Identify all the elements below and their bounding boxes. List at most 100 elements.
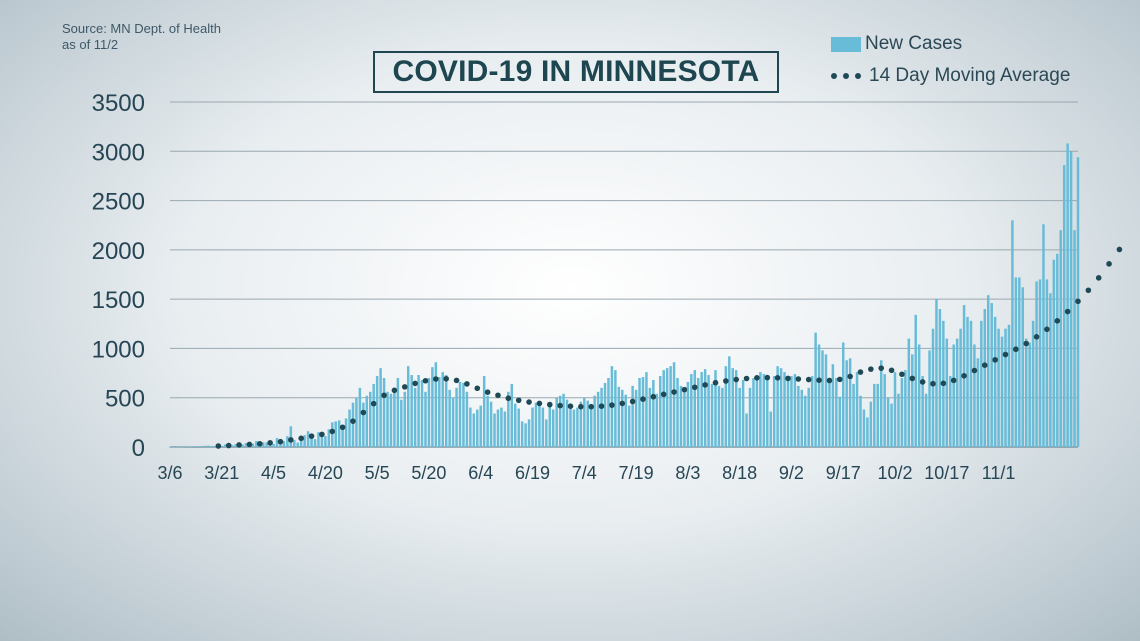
new-cases-bar: [617, 386, 621, 447]
new-cases-bar: [703, 369, 707, 447]
new-cases-bar: [648, 387, 652, 447]
new-cases-bar: [693, 370, 697, 447]
moving-average-dot: [526, 399, 532, 405]
new-cases-bar: [327, 429, 331, 447]
moving-average-dot: [1064, 308, 1071, 315]
moving-average-dot: [961, 373, 967, 379]
new-cases-bar: [983, 309, 987, 447]
new-cases-bar: [600, 387, 603, 447]
new-cases-bar: [179, 446, 182, 448]
moving-average-dot: [464, 381, 470, 387]
moving-average-dot: [1075, 298, 1081, 305]
new-cases-bar: [945, 338, 949, 447]
new-cases-bar: [569, 405, 572, 447]
new-cases-bar: [517, 408, 520, 447]
new-cases-bar: [534, 402, 538, 447]
new-cases-bar: [869, 401, 873, 447]
moving-average-dot: [298, 435, 304, 442]
new-cases-bar: [793, 374, 797, 447]
new-cases-bar: [496, 409, 500, 447]
new-cases-bar: [438, 377, 441, 447]
moving-average-dot: [236, 442, 242, 448]
new-cases-bar: [1031, 320, 1035, 447]
moving-average-dot: [919, 379, 926, 385]
new-cases-bar: [572, 409, 576, 447]
new-cases-bar: [1021, 287, 1025, 447]
new-cases-bar: [365, 395, 369, 447]
new-cases-bar: [320, 433, 324, 447]
new-cases-bar: [531, 407, 534, 447]
chart-title: COVID-19 IN MINNESOTA: [373, 51, 779, 93]
new-cases-bar: [369, 391, 372, 447]
new-cases-bar: [213, 446, 217, 447]
moving-average-dot: [629, 398, 636, 405]
new-cases-bar: [876, 383, 879, 447]
new-cases-bar: [192, 446, 196, 447]
new-cases-bar: [472, 413, 476, 447]
new-cases-bar: [980, 320, 983, 447]
new-cases-bar: [265, 442, 268, 447]
moving-average-dot: [640, 396, 646, 402]
moving-average-dot: [246, 441, 253, 448]
x-tick-label: 9/17: [826, 463, 861, 483]
moving-average-dot: [878, 365, 885, 371]
new-cases-bar: [627, 405, 631, 447]
new-cases-bar: [1045, 279, 1049, 447]
new-cases-bar: [959, 328, 962, 447]
moving-average-dot: [1002, 351, 1009, 358]
moving-average-dot: [1013, 346, 1019, 353]
new-cases-bar: [565, 399, 569, 447]
moving-average-dot: [774, 375, 781, 381]
new-cases-bar: [500, 407, 503, 447]
y-tick-label: 2500: [92, 189, 145, 216]
x-tick-label: 11/1: [982, 463, 1016, 483]
new-cases-bar: [1069, 151, 1073, 448]
moving-average-dot: [805, 376, 812, 383]
new-cases-bar: [917, 344, 921, 447]
x-tick-label: 10/17: [924, 463, 969, 483]
new-cases-bar: [676, 378, 679, 447]
new-cases-bar: [507, 391, 510, 447]
y-tick-label: 0: [132, 435, 145, 462]
new-cases-bar: [772, 376, 776, 447]
moving-average-dot: [319, 431, 325, 438]
new-cases-bar: [469, 407, 472, 447]
dotted-line-icon: [831, 69, 861, 84]
moving-average-dot: [453, 377, 460, 384]
source-note: Source: MN Dept. of Health as of 11/2: [62, 21, 282, 53]
new-cases-bar: [665, 368, 669, 447]
new-cases-bar: [1056, 253, 1059, 447]
moving-average-dot: [899, 371, 905, 378]
moving-average-dot: [225, 442, 232, 449]
new-cases-bar: [220, 445, 224, 447]
new-cases-bar: [451, 397, 455, 447]
new-cases-bar: [579, 401, 583, 447]
new-cases-bar: [966, 316, 969, 447]
new-cases-bar: [510, 383, 514, 447]
new-cases-bar: [973, 344, 976, 447]
x-tick-label: 5/20: [411, 463, 446, 483]
new-cases-bar: [890, 403, 893, 447]
new-cases-bar: [1011, 220, 1014, 447]
new-cases-bar: [434, 362, 438, 447]
moving-average-dot: [495, 392, 501, 399]
new-cases-bar: [810, 376, 814, 447]
new-cases-bar: [375, 376, 379, 447]
new-cases-bar: [866, 417, 869, 447]
new-cases-bar: [607, 378, 610, 447]
new-cases-bar: [431, 367, 434, 447]
moving-average-dot: [391, 387, 398, 394]
new-cases-bar: [331, 422, 334, 447]
new-cases-bar: [1059, 230, 1062, 447]
new-cases-bar: [714, 370, 717, 447]
new-cases-bar: [679, 385, 683, 447]
new-cases-bar: [168, 446, 172, 448]
new-cases-bars: [168, 143, 1080, 448]
moving-average-dot: [329, 428, 336, 435]
new-cases-bar: [275, 438, 279, 447]
moving-average-dot: [443, 375, 450, 382]
new-cases-bar: [1052, 259, 1056, 447]
moving-average-dot: [1095, 275, 1102, 281]
new-cases-bar: [914, 314, 917, 447]
